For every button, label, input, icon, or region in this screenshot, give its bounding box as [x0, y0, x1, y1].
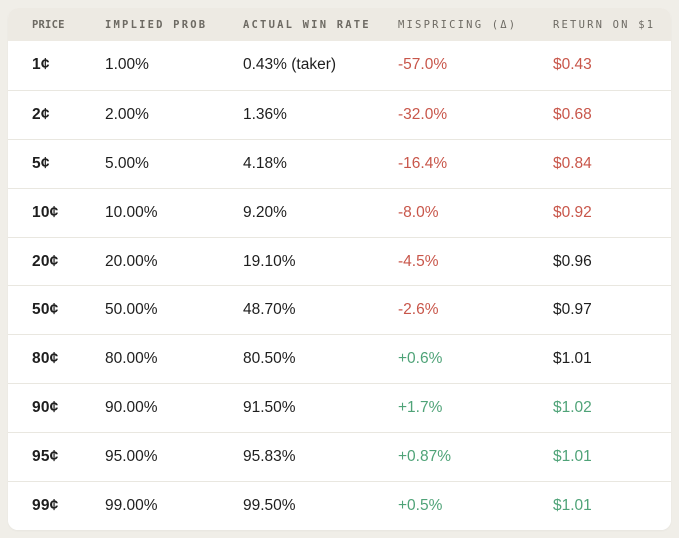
cell-implied_prob: 5.00% [105, 154, 149, 172]
cell-return_on_1: $0.43 [553, 56, 592, 74]
column-header-mispricing: MISPRICING (Δ) [398, 18, 518, 31]
cell-implied_prob: 99.00% [105, 496, 158, 514]
cell-actual_win_rate: 1.36% [243, 105, 287, 123]
cell-implied_prob: 80.00% [105, 350, 158, 368]
cell-implied_prob: 1.00% [105, 56, 149, 74]
cell-actual_win_rate: 9.20% [243, 203, 287, 221]
cell-price: 90¢ [32, 399, 59, 417]
cell-price: 2¢ [32, 105, 50, 123]
cell-price: 99¢ [32, 496, 59, 514]
cell-actual_win_rate: 91.50% [243, 399, 296, 417]
column-header-return_on_1: RETURN ON $1 [553, 18, 656, 31]
cell-actual_win_rate: 0.43% (taker) [243, 56, 337, 74]
cell-mispricing: -16.4% [398, 154, 448, 172]
cell-return_on_1: $0.68 [553, 105, 592, 123]
cell-return_on_1: $0.92 [553, 203, 592, 221]
table-row: 95¢ 95.00% 95.83% +0.87% $1.01 [8, 432, 671, 482]
column-header-actual_win_rate: ACTUAL WIN RATE [243, 18, 371, 31]
table-row: 1¢ 1.00% 0.43% (taker) -57.0% $0.43 [8, 41, 671, 90]
cell-return_on_1: $0.84 [553, 154, 592, 172]
cell-mispricing: +1.7% [398, 399, 443, 417]
cell-price: 1¢ [32, 56, 50, 74]
cell-implied_prob: 2.00% [105, 105, 149, 123]
cell-actual_win_rate: 19.10% [243, 252, 296, 270]
cell-price: 80¢ [32, 350, 59, 368]
table-row: 5¢ 5.00% 4.18% -16.4% $0.84 [8, 138, 671, 188]
cell-mispricing: -32.0% [398, 105, 448, 123]
cell-implied_prob: 50.00% [105, 301, 158, 319]
cell-actual_win_rate: 80.50% [243, 350, 296, 368]
cell-actual_win_rate: 99.50% [243, 496, 296, 514]
cell-return_on_1: $1.01 [553, 496, 592, 514]
cell-actual_win_rate: 4.18% [243, 154, 287, 172]
cell-implied_prob: 10.00% [105, 203, 158, 221]
table-row: 20¢ 20.00% 19.10% -4.5% $0.96 [8, 236, 671, 286]
table-row: 80¢ 80.00% 80.50% +0.6% $1.01 [8, 334, 671, 384]
cell-mispricing: +0.6% [398, 350, 443, 368]
cell-return_on_1: $0.97 [553, 301, 592, 319]
table-row: 10¢ 10.00% 9.20% -8.0% $0.92 [8, 187, 671, 237]
column-header-implied_prob: IMPLIED PROB [105, 18, 208, 31]
cell-actual_win_rate: 95.83% [243, 448, 296, 466]
table-row: 2¢ 2.00% 1.36% -32.0% $0.68 [8, 89, 671, 139]
cell-price: 20¢ [32, 252, 59, 270]
column-header-price: PRICE [32, 18, 65, 31]
cell-mispricing: -8.0% [398, 203, 439, 221]
cell-price: 50¢ [32, 301, 59, 319]
cell-return_on_1: $1.01 [553, 448, 592, 466]
table-row: 90¢ 90.00% 91.50% +1.7% $1.02 [8, 383, 671, 433]
cell-actual_win_rate: 48.70% [243, 301, 296, 319]
cell-implied_prob: 90.00% [105, 399, 158, 417]
table-header-row: PRICE IMPLIED PROB ACTUAL WIN RATE MISPRICI… [8, 8, 671, 41]
cell-return_on_1: $0.96 [553, 252, 592, 270]
cell-price: 10¢ [32, 203, 59, 221]
cell-implied_prob: 20.00% [105, 252, 158, 270]
cell-mispricing: -57.0% [398, 56, 448, 74]
cell-return_on_1: $1.01 [553, 350, 592, 368]
cell-price: 95¢ [32, 448, 59, 466]
table-row: 50¢ 50.00% 48.70% -2.6% $0.97 [8, 285, 671, 335]
table-body: 1¢ 1.00% 0.43% (taker) -57.0% $0.43 2¢ 2.00% 1.… [8, 41, 671, 530]
cell-mispricing: -2.6% [398, 301, 439, 319]
cell-price: 5¢ [32, 154, 50, 172]
cell-implied_prob: 95.00% [105, 448, 158, 466]
cell-return_on_1: $1.02 [553, 399, 592, 417]
pricing-table-card: PRICE IMPLIED PROB ACTUAL WIN RATE MISPRICI… [8, 8, 671, 530]
table-row: 99¢ 99.00% 99.50% +0.5% $1.01 [8, 481, 671, 530]
cell-mispricing: +0.5% [398, 496, 443, 514]
cell-mispricing: -4.5% [398, 252, 439, 270]
cell-mispricing: +0.87% [398, 448, 452, 466]
